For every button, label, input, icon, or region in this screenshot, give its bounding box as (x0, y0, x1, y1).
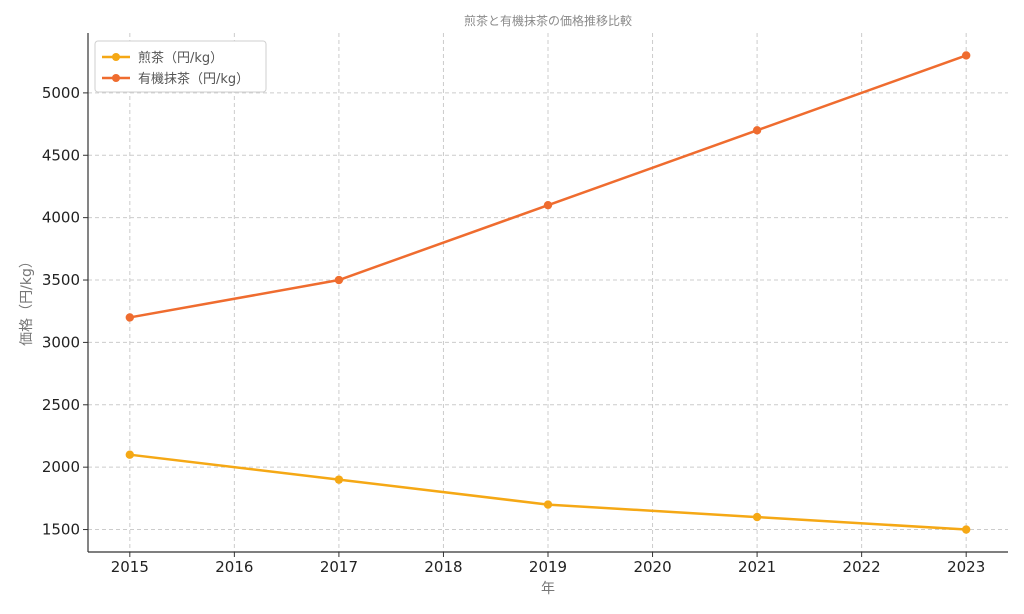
data-point (334, 275, 344, 285)
y-axis-title: 価格（円/kg） (19, 254, 35, 346)
legend-marker-matcha (112, 74, 120, 82)
x-tick-label: 2023 (947, 558, 985, 576)
y-tick-label: 1500 (42, 521, 80, 539)
data-point (961, 51, 971, 60)
x-tick-label: 2017 (320, 558, 358, 576)
grid (88, 33, 1008, 552)
data-point (543, 500, 553, 509)
legend-marker-sencha (112, 53, 120, 61)
legend-label-matcha: 有機抹茶（円/kg） (138, 71, 249, 87)
x-tick-label: 2016 (215, 558, 253, 576)
data-point (752, 126, 762, 135)
x-tick-label: 2019 (529, 558, 567, 576)
y-tick-label: 2500 (42, 396, 80, 414)
x-tick-label: 2015 (111, 558, 149, 576)
x-tick-label: 2018 (424, 558, 462, 576)
tick-labels: 2015 2016 2017 2018 2019 2020 2021 2022 2023 1500… (42, 84, 985, 576)
data-point (961, 525, 971, 534)
x-tick-label: 2021 (738, 558, 776, 576)
legend-box (94, 40, 267, 93)
y-tick-label: 4000 (42, 209, 80, 227)
legend-item-sencha: 煎茶（円/kg） (102, 50, 223, 66)
y-tick-label: 3500 (42, 271, 80, 289)
x-axis-title: 年 (541, 581, 555, 597)
legend: 煎茶（円/kg） 有機抹茶（円/kg） (94, 40, 267, 93)
chart-title: 煎茶と有機抹茶の価格推移比較 (464, 13, 632, 28)
data-point (543, 200, 553, 210)
y-tick-label: 2000 (42, 458, 80, 476)
data-point (125, 450, 135, 459)
y-tick-label: 5000 (42, 84, 80, 102)
x-tick-label: 2022 (843, 558, 881, 576)
y-tick-label: 3000 (42, 333, 80, 351)
series (125, 51, 971, 534)
y-tick-label: 4500 (42, 146, 80, 164)
data-point (125, 313, 135, 322)
data-point (334, 475, 344, 484)
legend-item-matcha: 有機抹茶（円/kg） (102, 71, 249, 87)
legend-label-sencha: 煎茶（円/kg） (138, 50, 223, 66)
x-tick-label: 2020 (633, 558, 671, 576)
data-point (752, 512, 762, 522)
